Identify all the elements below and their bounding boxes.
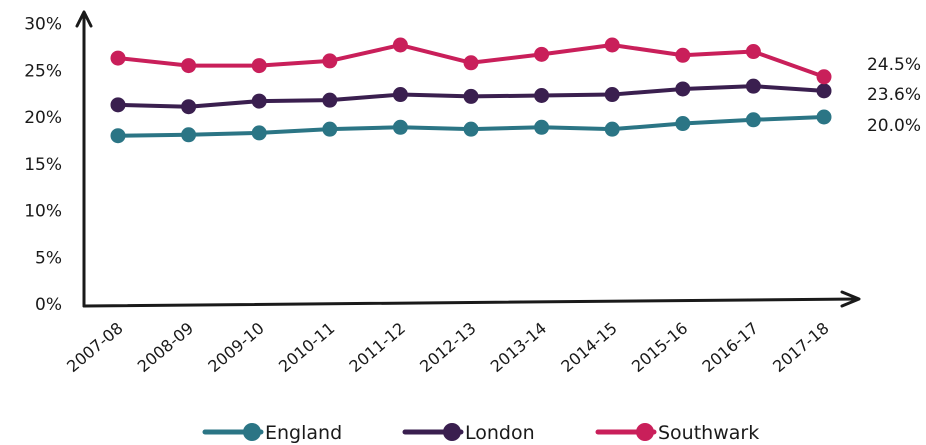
- legend-item-london: London: [402, 422, 535, 444]
- data-point: [322, 92, 338, 108]
- data-point: [181, 127, 197, 143]
- data-point: [534, 87, 550, 103]
- y-tick-label: 30%: [24, 15, 62, 35]
- x-tick-label: 2011-12: [346, 319, 409, 377]
- x-axis: [82, 297, 860, 308]
- series-southwark: [110, 37, 832, 85]
- legend-label: England: [265, 422, 342, 444]
- x-tick-label: 2009-10: [204, 319, 267, 377]
- legend-item-england: England: [202, 422, 342, 444]
- data-point: [322, 53, 338, 69]
- data-point: [745, 112, 761, 128]
- y-tick-label: 20%: [24, 108, 62, 128]
- legend-swatch-marker: [636, 423, 654, 441]
- data-point: [251, 125, 267, 141]
- data-point: [251, 93, 267, 109]
- data-point: [534, 46, 550, 62]
- data-point: [745, 78, 761, 94]
- x-tick-label: 2007-08: [63, 319, 126, 377]
- data-point: [110, 97, 126, 113]
- data-point: [392, 119, 408, 135]
- legend-label: Southwark: [658, 422, 759, 444]
- x-tick-labels: 2007-08 2008-09 2009-10 2010-11 2011-12 2012-…: [63, 319, 832, 377]
- y-tick-label: 15%: [24, 155, 62, 175]
- x-tick-label: 2008-09: [134, 319, 197, 377]
- data-point: [604, 87, 620, 103]
- data-point: [463, 55, 479, 71]
- x-axis-arrow: [840, 290, 861, 308]
- data-point: [392, 37, 408, 53]
- y-tick-label: 0%: [35, 295, 62, 315]
- data-point: [816, 109, 832, 125]
- x-tick-label: 2010-11: [275, 319, 338, 377]
- end-value-label: 20.0%: [867, 116, 921, 136]
- data-point: [322, 121, 338, 137]
- data-point: [181, 58, 197, 74]
- data-point: [181, 99, 197, 115]
- x-tick-label: 2014-15: [557, 319, 620, 377]
- axes: [75, 10, 861, 308]
- legend-swatch-marker: [443, 423, 461, 441]
- legend: England London Southwark: [202, 422, 759, 444]
- data-point: [110, 128, 126, 144]
- data-point: [110, 50, 126, 66]
- y-tick-label: 10%: [24, 202, 62, 222]
- data-point: [675, 116, 691, 132]
- legend-item-southwark: Southwark: [595, 422, 759, 444]
- legend-swatch-marker: [243, 423, 261, 441]
- x-tick-label: 2017-18: [769, 319, 832, 377]
- x-tick-label: 2016-17: [699, 319, 762, 377]
- data-point: [675, 81, 691, 97]
- series-london: [110, 78, 832, 115]
- data-point: [463, 88, 479, 104]
- x-tick-label: 2015-16: [628, 319, 691, 377]
- y-tick-label: 5%: [35, 248, 62, 268]
- x-tick-label: 2012-13: [416, 319, 479, 377]
- legend-label: London: [465, 422, 535, 444]
- x-tick-label: 2013-14: [487, 319, 550, 377]
- data-point: [745, 44, 761, 60]
- data-point: [816, 83, 832, 99]
- series-lines: [110, 37, 832, 144]
- data-point: [675, 47, 691, 63]
- data-point: [604, 37, 620, 53]
- y-tick-labels: 0% 5% 10% 15% 20% 25% 30%: [24, 15, 62, 316]
- end-value-labels: 24.5% 23.6% 20.0%: [867, 55, 921, 136]
- end-value-label: 24.5%: [867, 55, 921, 75]
- data-point: [251, 58, 267, 74]
- series-england: [110, 109, 832, 144]
- data-point: [392, 87, 408, 103]
- data-point: [534, 119, 550, 135]
- data-point: [463, 121, 479, 137]
- data-point: [816, 69, 832, 85]
- data-point: [604, 121, 620, 137]
- y-axis-arrow: [75, 10, 93, 28]
- y-tick-label: 25%: [24, 61, 62, 81]
- end-value-label: 23.6%: [867, 85, 921, 105]
